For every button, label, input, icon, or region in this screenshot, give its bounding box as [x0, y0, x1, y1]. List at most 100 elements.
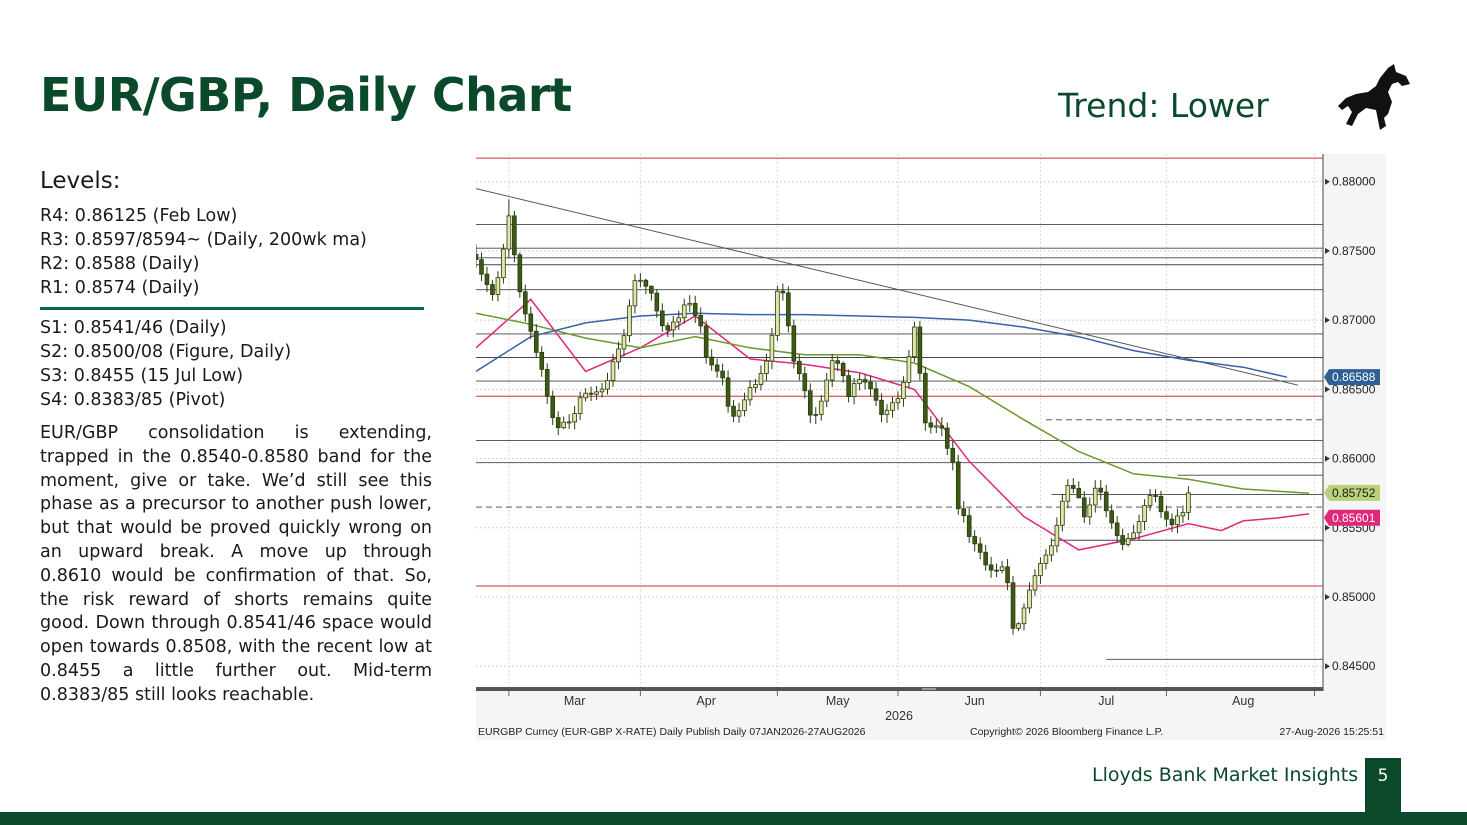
page-title: EUR/GBP, Daily Chart [40, 68, 572, 122]
candle-body [742, 399, 747, 412]
candle-body [714, 364, 720, 372]
candle-body [484, 273, 490, 285]
candle-body [550, 395, 556, 418]
candle-body [660, 310, 665, 327]
candle-body [879, 399, 884, 415]
candle-body [479, 259, 484, 275]
candle-body [533, 330, 539, 353]
plot-area [476, 154, 1323, 687]
candle-body [890, 402, 895, 411]
candle-body [1114, 522, 1120, 536]
candle-body [1109, 510, 1114, 524]
chart-footer-timestamp: 27-Aug-2026 15:25:51 [1279, 726, 1384, 738]
candle-body [807, 390, 813, 416]
chart-footer-copyright: Copyright© 2026 Bloomberg Finance L.P. [970, 726, 1163, 738]
price-chart: 0.88000 0.87500 0.87000 0.86500 0.86000 0.855… [473, 154, 1386, 740]
candle-body [944, 427, 950, 449]
trendline [475, 188, 1299, 386]
candle-body [599, 388, 605, 393]
level-r4: R4: 0.86125 (Feb Low) [40, 206, 238, 226]
level-s4: S4: 0.8383/85 (Pivot) [40, 390, 226, 410]
x-tick-label: May [826, 694, 850, 708]
candle-body [1010, 582, 1016, 629]
candle-body [868, 381, 873, 390]
candle-body [621, 335, 627, 350]
price-label-text: 0.85752 [1332, 486, 1376, 500]
y-tick-label: 0.87000 [1332, 313, 1376, 327]
x-axis-year-label: 2026 [885, 709, 913, 723]
candle-body [764, 360, 769, 374]
candle-body [665, 325, 671, 331]
candle-body [638, 279, 643, 282]
candle-body [1180, 512, 1186, 517]
candle-body [594, 391, 599, 395]
y-tick-arrow [1325, 386, 1330, 393]
level-s2: S2: 0.8500/08 (Figure, Daily) [40, 342, 292, 362]
chart-footer-source: EURGBP Curncy (EUR-GBP X-RATE) Daily Pub… [478, 726, 866, 738]
candle-body [862, 379, 868, 383]
price-label: 0.85752 [1324, 484, 1380, 501]
candle-body [835, 360, 840, 364]
y-tick-label: 0.88000 [1332, 175, 1376, 189]
candle-body [786, 292, 791, 327]
price-label: 0.85601 [1324, 509, 1380, 526]
candle-body [1060, 500, 1065, 526]
candle-body [506, 215, 512, 250]
candle-body [840, 362, 846, 377]
candle-body [1164, 511, 1169, 520]
footer-brand: Lloyds Bank Market Insights [1092, 764, 1359, 786]
levels-heading: Levels: [40, 168, 121, 194]
candle-body [698, 315, 703, 327]
candle-body [1186, 492, 1191, 513]
candle-body [1049, 545, 1054, 556]
candle-body [605, 380, 610, 390]
candle-body [802, 373, 808, 392]
candle-body [873, 388, 879, 401]
candle-body [1169, 518, 1175, 526]
candle-body [758, 373, 764, 385]
candle-body [517, 254, 523, 293]
candle-body [1065, 485, 1071, 502]
candle-body [917, 326, 923, 374]
candle-body [950, 447, 956, 463]
candle-body [501, 248, 506, 279]
candle-body [775, 290, 780, 336]
candle-body [555, 417, 561, 429]
level-r3: R3: 0.8597/8594~ (Daily, 200wk ma) [40, 230, 367, 250]
candle-body [999, 566, 1005, 571]
candle-body [923, 372, 928, 424]
x-tick-label: Jun [965, 694, 985, 708]
candle-body [1158, 495, 1164, 513]
candle-body [939, 425, 945, 429]
candle-body [676, 317, 682, 323]
candle-body [572, 413, 577, 423]
candle-body [528, 313, 534, 332]
price-label-box [1324, 369, 1380, 386]
candle-body [583, 392, 588, 399]
candle-body [577, 397, 583, 414]
candle-body [692, 302, 698, 316]
level-r2: R2: 0.8588 (Daily) [40, 254, 200, 274]
candle-body [1087, 504, 1093, 518]
candle-body [928, 422, 934, 428]
candle-body [1038, 563, 1043, 577]
candle-body [846, 375, 851, 397]
candle-body [818, 400, 824, 415]
level-s3: S3: 0.8455 (15 Jul Low) [40, 366, 244, 386]
candle-body [1071, 485, 1076, 489]
y-tick-arrow [1325, 317, 1330, 324]
candle-body [906, 356, 912, 383]
y-tick-arrow [1325, 455, 1330, 462]
price-label-text: 0.86588 [1332, 370, 1376, 384]
candle-body [473, 253, 479, 261]
candle-body [1175, 515, 1180, 526]
candle-body [1147, 495, 1153, 506]
candle-body [857, 379, 862, 384]
y-tick-label: 0.86000 [1332, 452, 1376, 466]
candle-body [670, 321, 676, 331]
candle-body [753, 384, 758, 388]
y-tick-label: 0.85000 [1332, 590, 1376, 604]
page-number: 5 [1365, 758, 1401, 812]
x-tick-label: Apr [696, 694, 715, 708]
candle-body [824, 379, 830, 402]
